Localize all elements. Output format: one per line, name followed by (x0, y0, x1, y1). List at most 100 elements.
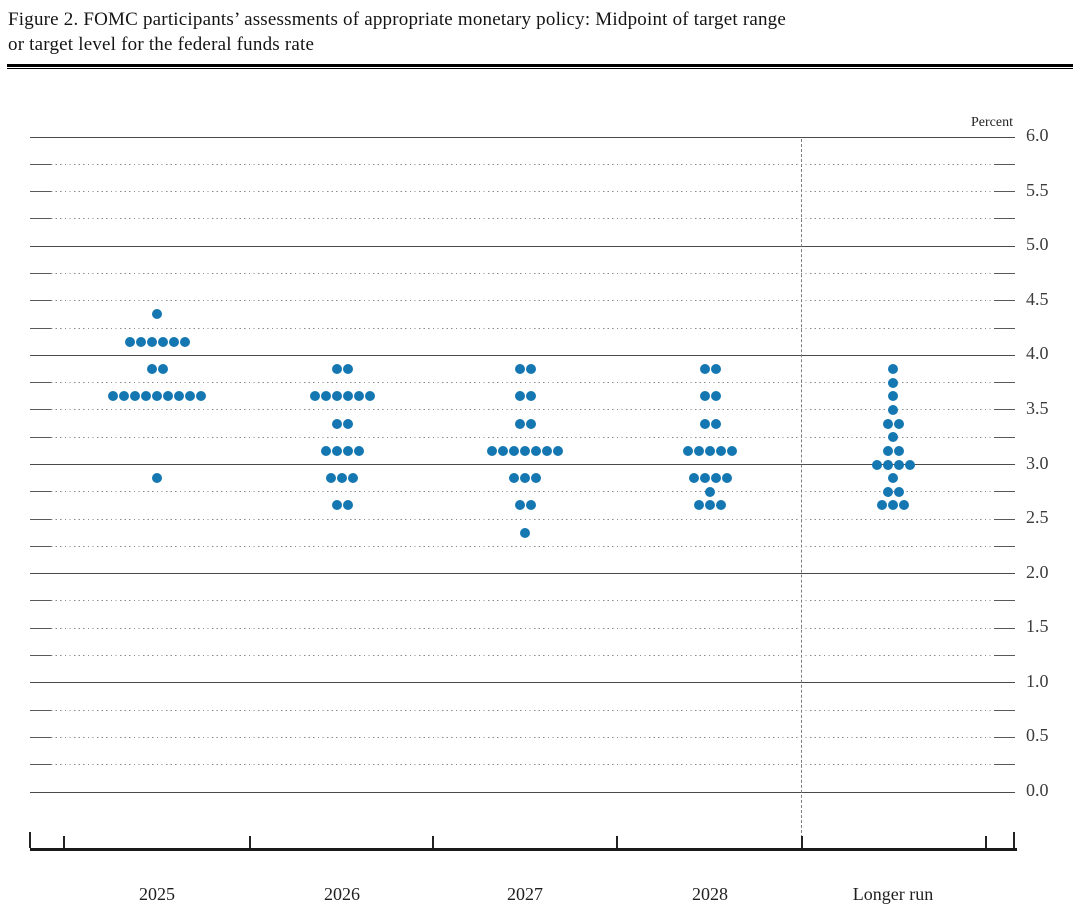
gridline-major (30, 682, 1015, 684)
gridline-right-tick (994, 191, 1015, 193)
y-axis-label: 3.0 (1026, 452, 1049, 473)
dot-plot-dot (157, 363, 168, 374)
gridline-right-tick (994, 436, 1015, 438)
x-axis-tick (432, 836, 434, 848)
dot-plot-dot (716, 445, 726, 456)
gridline-left-tick (30, 163, 51, 165)
gridline-major (30, 354, 1015, 356)
gridline-left-tick (30, 518, 51, 520)
x-axis-tick (985, 836, 987, 848)
dot-plot-dot (694, 500, 704, 511)
dot-plot-dot (337, 473, 347, 484)
gridline-right-tick (994, 709, 1015, 711)
x-axis-label: Longer run (852, 884, 934, 904)
dot-plot-dot (882, 418, 893, 429)
dot-plot-dot (531, 473, 541, 484)
dot-plot-dot (727, 445, 737, 456)
dot-plot-dot (342, 500, 353, 511)
x-axis-tick (1013, 832, 1015, 848)
dot-plot-dot (699, 418, 710, 429)
dot-plot-dot (168, 336, 179, 347)
dot-plot-dot (888, 391, 898, 402)
dot-plot-dot (553, 445, 563, 456)
dot-plot-dot (152, 391, 162, 402)
gridline-minor (51, 518, 994, 520)
x-axis-tick (801, 836, 803, 848)
y-axis-label: 0.5 (1026, 725, 1049, 746)
dot-plot-dot (710, 418, 721, 429)
dot-plot-dot (705, 486, 715, 497)
dot-plot-dot (119, 391, 129, 402)
dot-plot-dot (531, 445, 541, 456)
dot-plot-dot (124, 336, 135, 347)
gridline-minor (51, 327, 994, 329)
gridline-right-tick (994, 764, 1015, 766)
dot-plot-dot (525, 500, 536, 511)
gridline-minor (51, 218, 994, 220)
dot-plot-dot (893, 486, 904, 497)
gridline-right-tick (994, 600, 1015, 602)
dot-plot-dot (342, 445, 353, 456)
dot-plot-dot (525, 418, 536, 429)
gridline-left-tick (30, 272, 51, 274)
dot-plot-dot (331, 418, 342, 429)
dot-plot-dot (514, 418, 525, 429)
x-axis-line (30, 848, 1017, 851)
dot-plot-dot (514, 500, 525, 511)
dot-plot-dot (899, 500, 909, 511)
gridline-minor (51, 436, 994, 438)
dot-plot-dot (694, 445, 704, 456)
dot-plot-dot (130, 391, 140, 402)
gridline-right-tick (994, 300, 1015, 302)
dot-plot-dot (342, 391, 353, 402)
gridline-right-tick (994, 491, 1015, 493)
y-axis-label: 1.0 (1026, 670, 1049, 691)
x-axis-tick (249, 836, 251, 848)
dot-plot-dot (520, 473, 530, 484)
gridline-minor (51, 600, 994, 602)
gridline-left-tick (30, 218, 51, 220)
y-axis-label: 4.0 (1026, 343, 1049, 364)
dot-plot-dot (699, 391, 710, 402)
dot-plot-dot (163, 391, 173, 402)
dot-plot-dot (326, 473, 336, 484)
gridline-minor (51, 163, 994, 165)
gridline-minor (51, 382, 994, 384)
dot-plot-dot (882, 459, 893, 470)
dot-plot-dot (146, 363, 157, 374)
dot-plot-dot (331, 500, 342, 511)
gridline-right-tick (994, 518, 1015, 520)
y-axis-label: 6.0 (1026, 125, 1049, 145)
gridline-major (30, 245, 1015, 247)
gridline-right-tick (994, 545, 1015, 547)
gridline-minor (51, 191, 994, 193)
dot-plot-dot (683, 445, 693, 456)
dot-plot-dot (331, 391, 342, 402)
dot-plot-dot (888, 473, 898, 484)
y-axis-label: 5.5 (1026, 179, 1049, 200)
gridline-left-tick (30, 764, 51, 766)
gridline-minor (51, 627, 994, 629)
dot-plot-dot (342, 363, 353, 374)
figure-title: Figure 2. FOMC participants’ assessments… (8, 7, 1018, 57)
gridline-major (30, 791, 1015, 793)
gridline-right-tick (994, 327, 1015, 329)
dot-plot-dot (320, 391, 331, 402)
dot-plot-dot (146, 336, 157, 347)
y-axis-label: 0.0 (1026, 780, 1049, 800)
longer-run-separator (801, 139, 803, 848)
gridline-left-tick (30, 409, 51, 411)
dot-plot-dot (525, 363, 536, 374)
gridline-major (30, 464, 1015, 465)
dot-plot-dot (888, 432, 898, 443)
dot-plot-dot (141, 391, 151, 402)
dot-plot-dot (888, 377, 898, 388)
gridline-left-tick (30, 600, 51, 602)
gridline-left-tick (30, 627, 51, 629)
dot-plot-dot (509, 445, 519, 456)
dot-plot-dot (342, 418, 353, 429)
x-axis-tick (616, 836, 618, 848)
dot-plot-dot (525, 391, 536, 402)
gridline-left-tick (30, 491, 51, 493)
dot-plot-dot (353, 391, 364, 402)
